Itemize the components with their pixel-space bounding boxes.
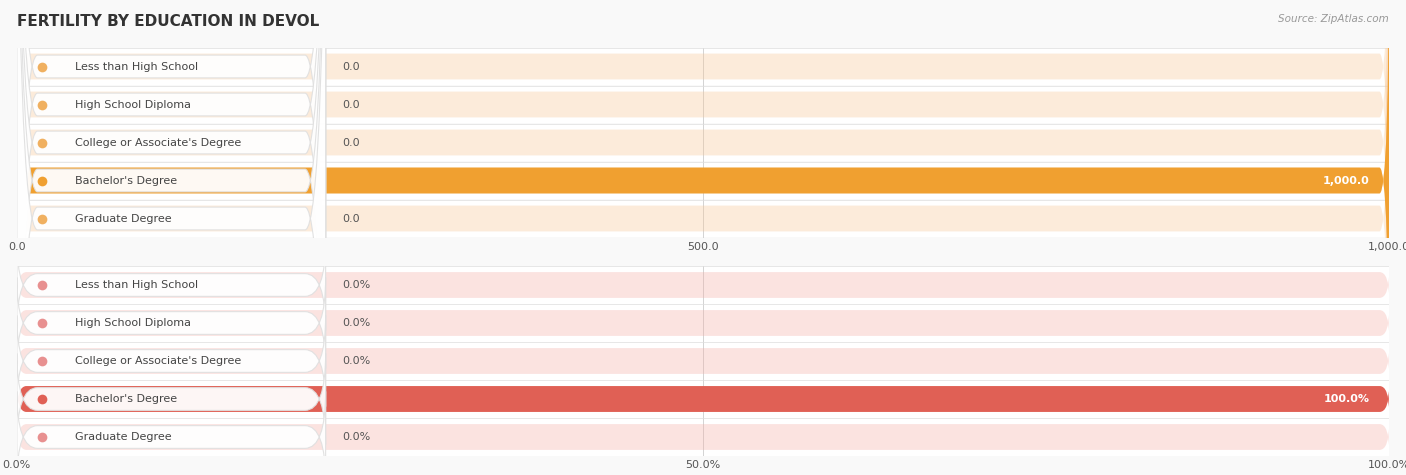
FancyBboxPatch shape [17,0,1389,396]
FancyBboxPatch shape [17,309,1389,337]
FancyBboxPatch shape [17,380,1389,418]
Text: Less than High School: Less than High School [75,61,198,72]
Text: College or Associate's Degree: College or Associate's Degree [75,137,240,148]
FancyBboxPatch shape [17,271,1389,299]
FancyBboxPatch shape [17,418,1389,456]
FancyBboxPatch shape [17,239,326,331]
FancyBboxPatch shape [17,304,1389,342]
FancyBboxPatch shape [17,0,326,475]
FancyBboxPatch shape [17,0,326,475]
Text: Bachelor's Degree: Bachelor's Degree [75,175,177,186]
FancyBboxPatch shape [17,0,326,475]
Text: 0.0: 0.0 [342,213,360,224]
FancyBboxPatch shape [17,0,1389,472]
FancyBboxPatch shape [17,342,1389,380]
Text: 0.0%: 0.0% [342,432,370,442]
FancyBboxPatch shape [17,385,1389,413]
FancyBboxPatch shape [17,423,1389,451]
FancyBboxPatch shape [17,124,1389,161]
FancyBboxPatch shape [17,353,326,445]
FancyBboxPatch shape [17,391,326,475]
Text: Less than High School: Less than High School [75,280,198,290]
FancyBboxPatch shape [17,0,1389,434]
FancyBboxPatch shape [17,266,1389,304]
Text: Source: ZipAtlas.com: Source: ZipAtlas.com [1278,14,1389,24]
Text: 0.0%: 0.0% [342,280,370,290]
Text: FERTILITY BY EDUCATION IN DEVOL: FERTILITY BY EDUCATION IN DEVOL [17,14,319,29]
Text: 0.0%: 0.0% [342,356,370,366]
FancyBboxPatch shape [17,315,326,407]
FancyBboxPatch shape [17,385,1389,413]
Text: 100.0%: 100.0% [1324,394,1369,404]
Text: College or Associate's Degree: College or Associate's Degree [75,356,240,366]
FancyBboxPatch shape [17,277,326,369]
FancyBboxPatch shape [17,200,1389,237]
FancyBboxPatch shape [17,347,1389,375]
Text: 0.0%: 0.0% [342,318,370,328]
FancyBboxPatch shape [17,0,1389,358]
FancyBboxPatch shape [17,86,1389,123]
FancyBboxPatch shape [17,0,326,475]
Text: Graduate Degree: Graduate Degree [75,432,172,442]
Text: 0.0: 0.0 [342,137,360,148]
Text: 1,000.0: 1,000.0 [1323,175,1369,186]
FancyBboxPatch shape [17,162,1389,199]
FancyBboxPatch shape [17,0,1389,320]
Text: Graduate Degree: Graduate Degree [75,213,172,224]
Text: Bachelor's Degree: Bachelor's Degree [75,394,177,404]
Text: High School Diploma: High School Diploma [75,99,190,110]
Text: 0.0: 0.0 [342,61,360,72]
FancyBboxPatch shape [17,0,326,475]
Text: High School Diploma: High School Diploma [75,318,190,328]
FancyBboxPatch shape [17,48,1389,85]
Text: 0.0: 0.0 [342,99,360,110]
FancyBboxPatch shape [17,0,1389,434]
